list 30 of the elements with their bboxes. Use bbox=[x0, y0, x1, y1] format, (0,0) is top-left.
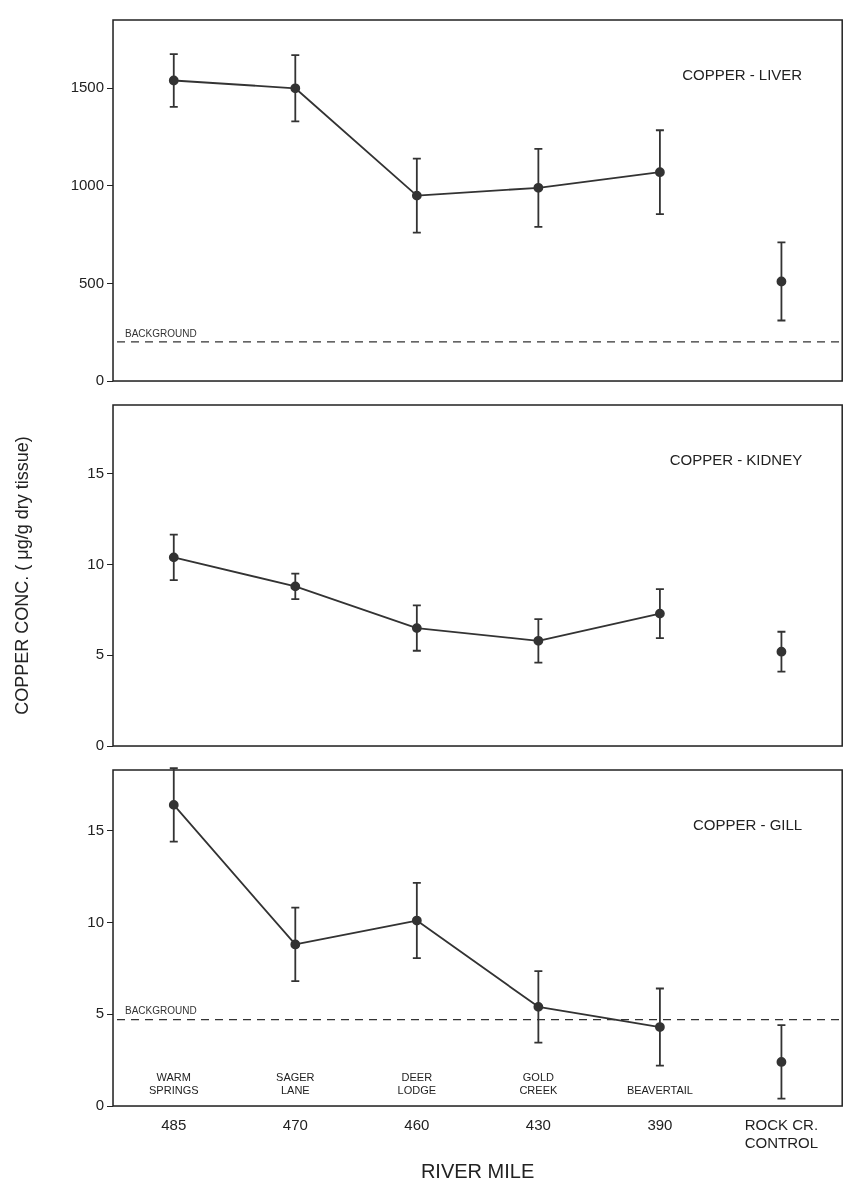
y-tick-label: 10 bbox=[87, 554, 104, 572]
y-tick-label: 1000 bbox=[70, 176, 104, 194]
x-tick-label: 485 bbox=[161, 1116, 187, 1134]
annotation: BEAVERTAIL bbox=[626, 1083, 693, 1096]
ref-line-label: BACKGROUND bbox=[125, 327, 197, 339]
y-tick-label: 5 bbox=[95, 645, 104, 663]
x-tick-label: 390 bbox=[647, 1116, 673, 1134]
annotation: GOLD CREEK bbox=[519, 1070, 558, 1096]
y-tick-label: 15 bbox=[87, 820, 104, 838]
y-tick-label: 5 bbox=[95, 1004, 104, 1022]
y-tick-label: 1500 bbox=[70, 78, 104, 96]
y-tick-label: 10 bbox=[87, 912, 104, 930]
annotation: WARM SPRINGS bbox=[149, 1070, 199, 1096]
y-axis-title: COPPER CONC. ( μg/g dry tissue) bbox=[11, 436, 32, 715]
text: COPPER - LIVER bbox=[682, 65, 803, 83]
x-tick-label: ROCK CR. CONTROL bbox=[744, 1116, 819, 1152]
annotation: DEER LODGE bbox=[397, 1070, 437, 1096]
annotation: SAGER LANE bbox=[276, 1070, 315, 1096]
text: COPPER - GILL bbox=[693, 815, 803, 833]
ref-line-label: BACKGROUND bbox=[125, 1005, 197, 1017]
x-tick-label: 430 bbox=[525, 1116, 551, 1134]
text: COPPER - KIDNEY bbox=[669, 450, 803, 468]
x-tick-label: 460 bbox=[404, 1116, 430, 1134]
y-tick-label: 500 bbox=[78, 273, 104, 291]
y-tick-label: 15 bbox=[87, 464, 104, 482]
x-axis-title: RIVER MILE bbox=[420, 1159, 535, 1182]
y-tick-label: 0 bbox=[95, 736, 104, 754]
y-tick-label: 0 bbox=[95, 371, 104, 389]
y-tick-label: 0 bbox=[95, 1096, 104, 1114]
x-tick-label: 470 bbox=[282, 1116, 308, 1134]
